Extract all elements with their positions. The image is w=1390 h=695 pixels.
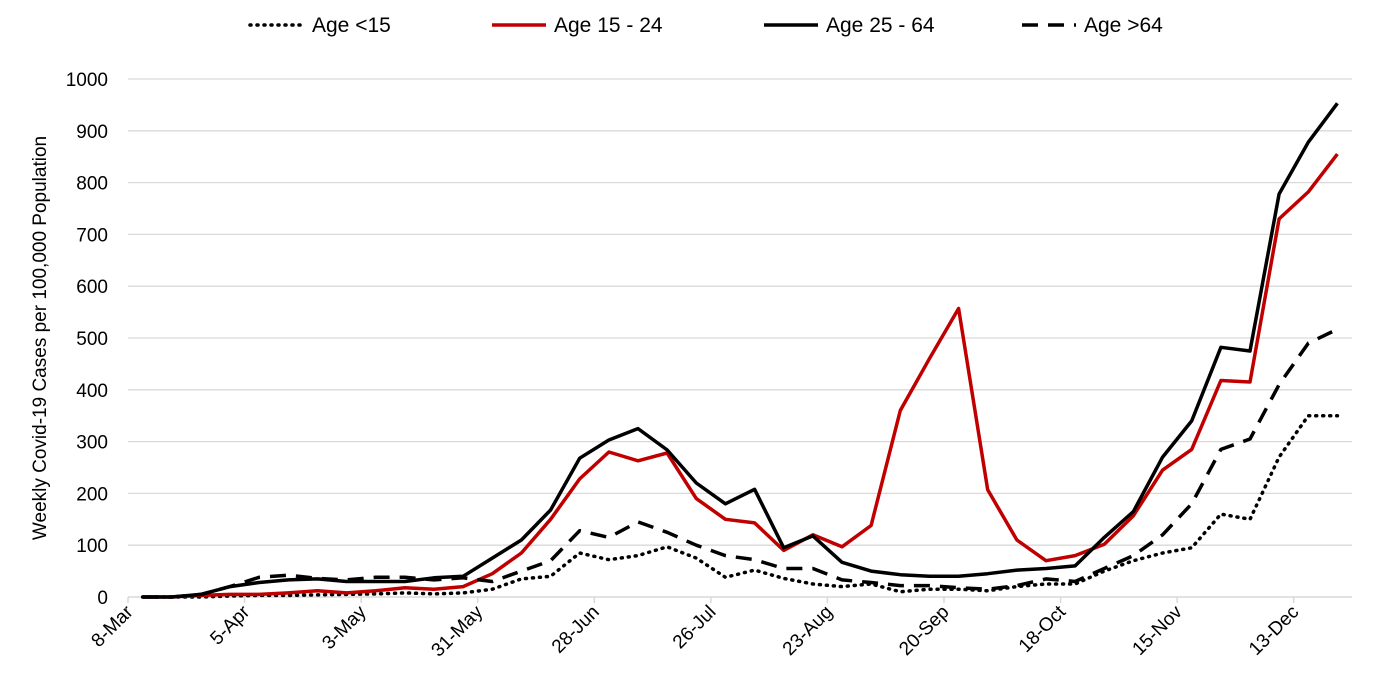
y-tick-label: 600: [76, 277, 108, 298]
x-tick-label: 8-Mar: [88, 601, 138, 651]
gridlines: [128, 78, 1352, 546]
legend-label: Age 25 - 64: [826, 14, 935, 37]
y-tick-label: 400: [76, 381, 108, 402]
x-tick-label: 15-Nov: [1129, 601, 1188, 660]
legend-label: Age <15: [312, 14, 391, 37]
series-line-age-15-24: [142, 153, 1339, 599]
x-tick-label: 13-Dec: [1245, 602, 1303, 660]
y-tick-label: 1000: [66, 70, 108, 91]
x-tick-label: 18-Oct: [1015, 601, 1071, 657]
x-tick-label: 23-Aug: [779, 602, 837, 660]
y-tick-label: 900: [76, 122, 108, 143]
legend: Age <15 Age 15 - 24 Age 25 - 64 Age >64: [248, 14, 1163, 37]
x-tick-label: 28-Jun: [548, 602, 604, 658]
y-axis-title: Weekly Covid-19 Cases per 100,000 Popula…: [30, 136, 51, 540]
series-lines: [140, 102, 1340, 599]
series-line-age-15: [140, 413, 1340, 599]
legend-label: Age 15 - 24: [554, 14, 663, 37]
y-tick-label: 700: [76, 225, 108, 246]
y-tick-label: 0: [97, 588, 108, 609]
series-line-age-25-64: [142, 102, 1339, 599]
y-tick-label: 300: [76, 433, 108, 454]
y-tick-label: 800: [76, 174, 108, 195]
y-tick-label: 100: [76, 536, 108, 557]
x-tick-label: 20-Sep: [895, 602, 953, 660]
axes: 0 100 200 300 400 500 600 700 800 900 1000 8-Mar 5-A…: [66, 70, 1352, 661]
legend-label: Age >64: [1084, 14, 1163, 37]
x-tick-label: 26-Jul: [669, 602, 720, 653]
x-tick-label: 31-May: [428, 601, 488, 661]
y-tick-label: 500: [76, 329, 108, 350]
series-line-age-64: [142, 327, 1339, 599]
y-tick-label: 200: [76, 484, 108, 505]
x-tick-label: 5-Apr: [206, 601, 254, 649]
x-tick-label: 3-May: [318, 601, 371, 654]
